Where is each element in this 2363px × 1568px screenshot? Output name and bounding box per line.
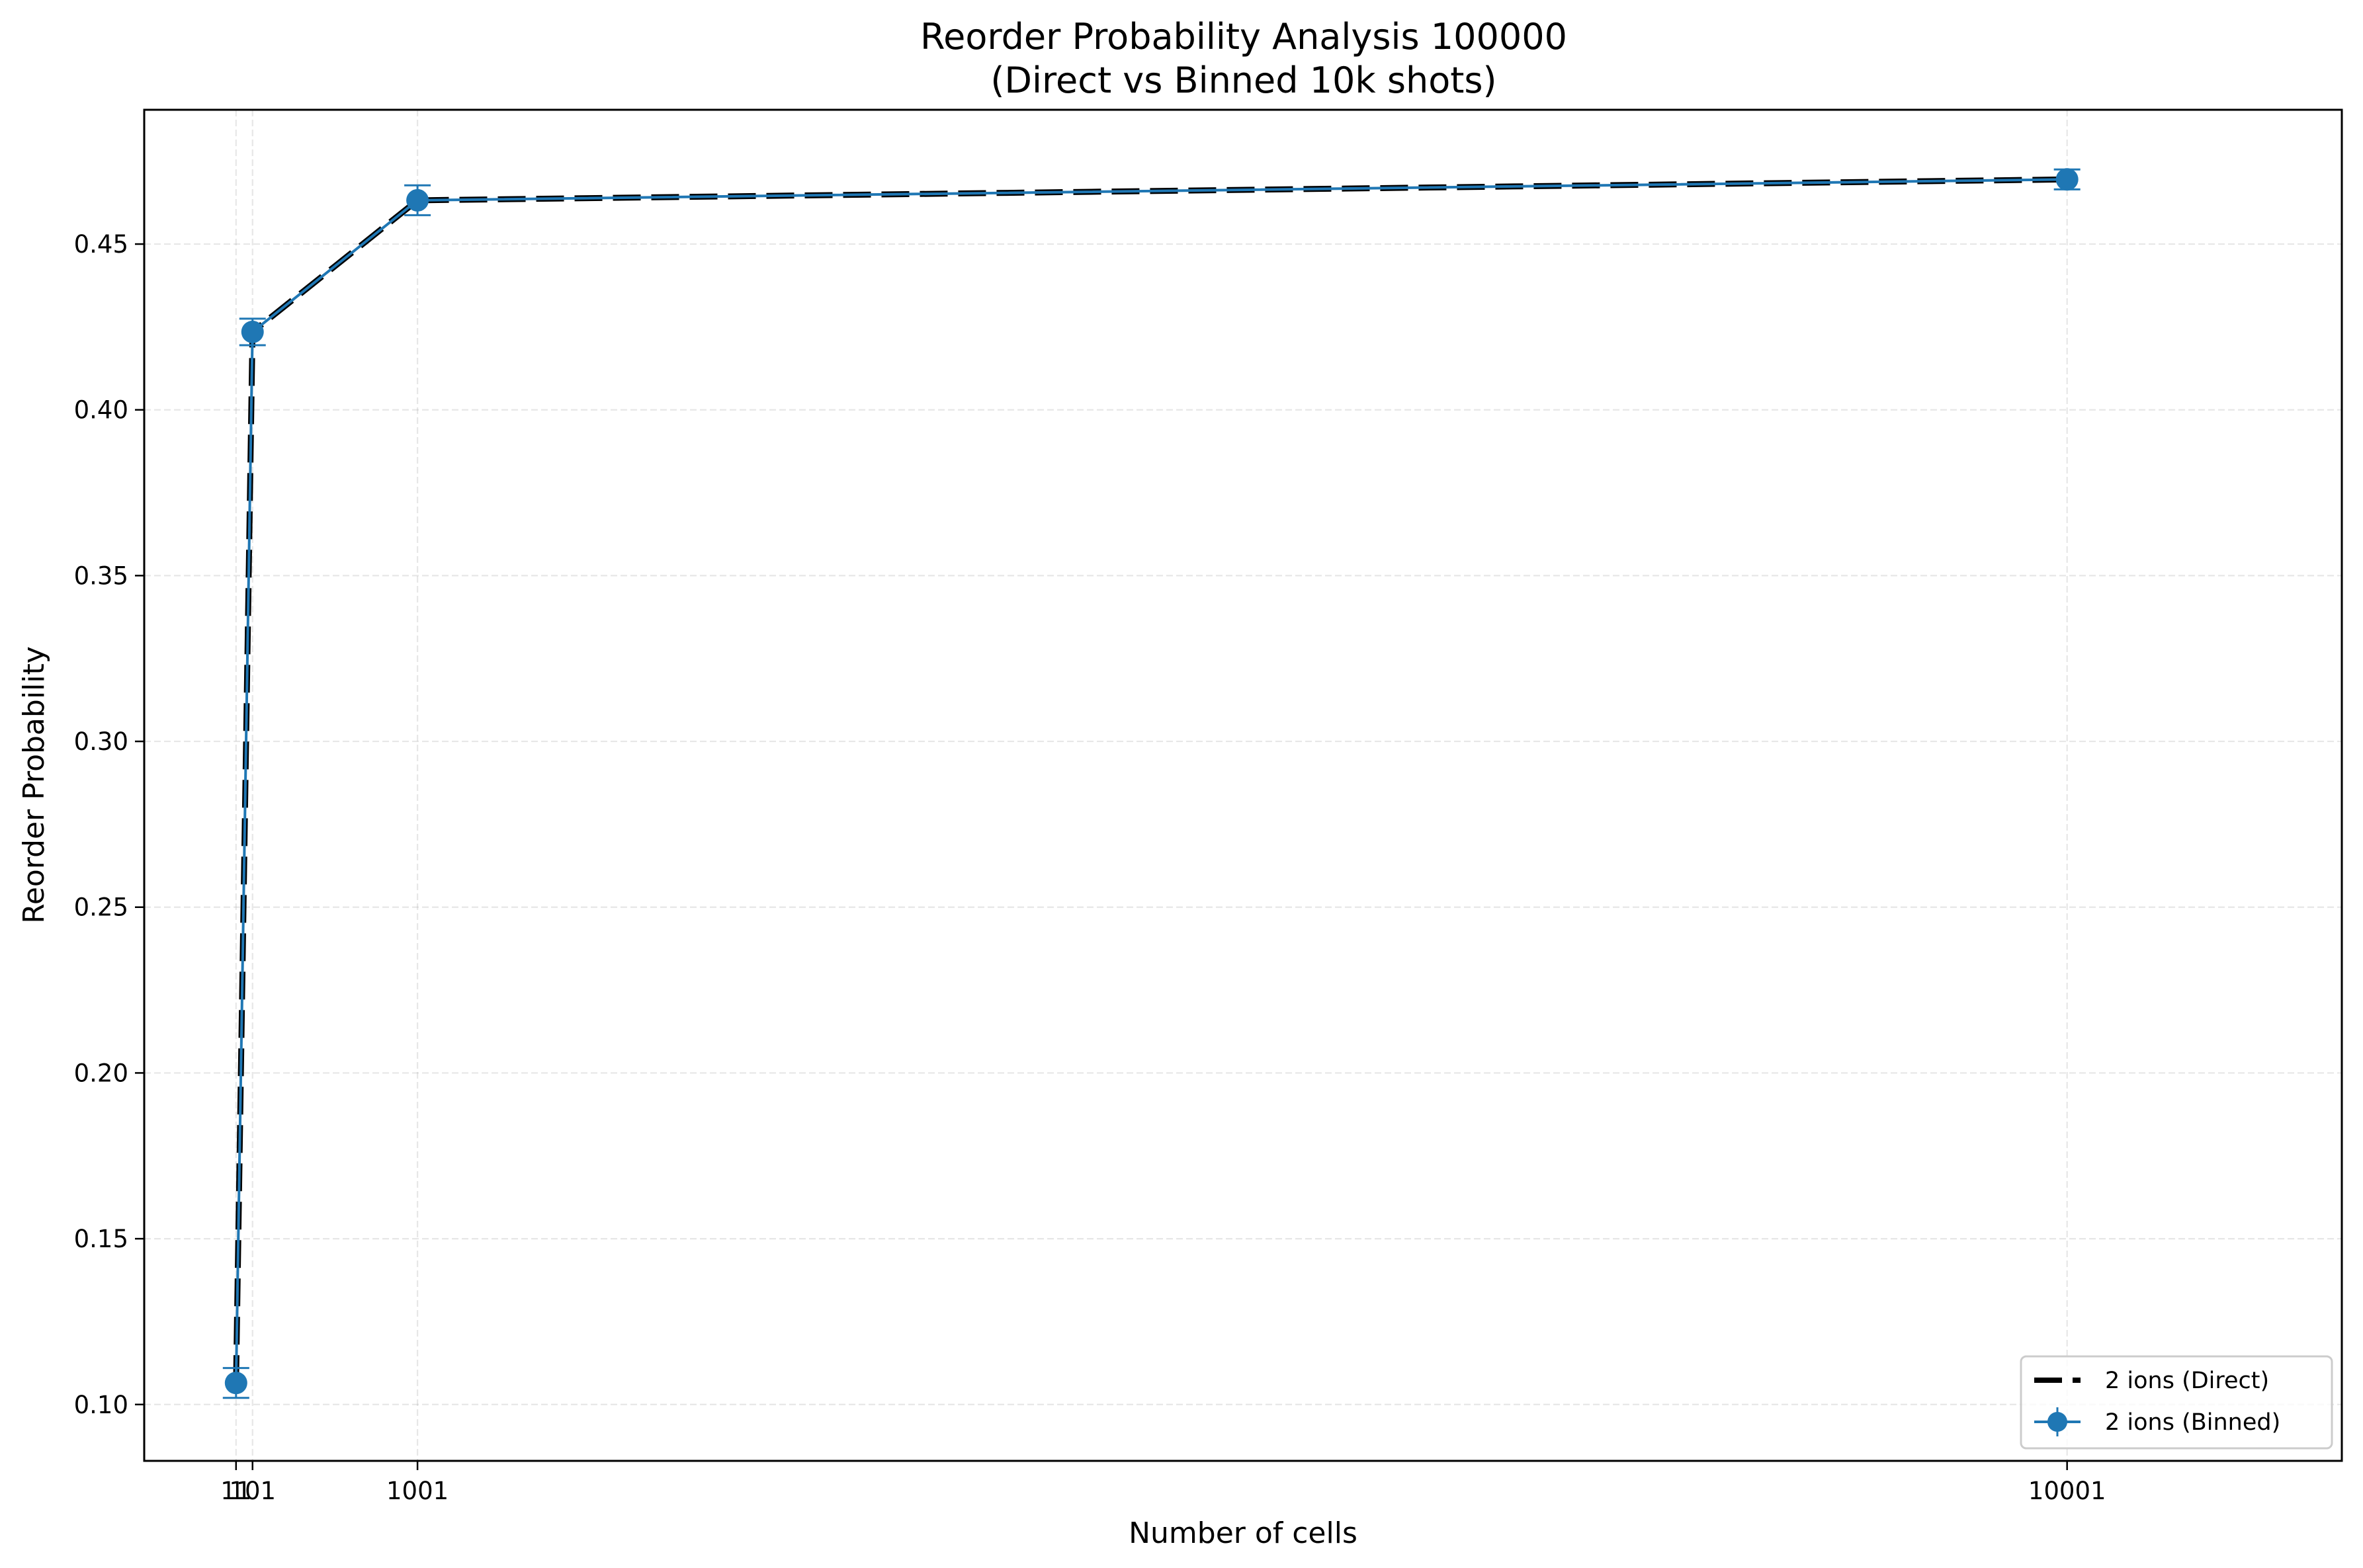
y-tick-label: 0.10 (74, 1391, 128, 1419)
data-layer (222, 168, 2081, 1399)
binned-data-point (2055, 168, 2079, 191)
legend: 2 ions (Direct) 2 ions (Binned) (2020, 1355, 2333, 1450)
legend-box (2020, 1355, 2333, 1450)
plot-area-frame (143, 108, 2343, 1462)
x-tick-label: 101 (229, 1477, 276, 1505)
y-tick-label: 0.45 (74, 230, 128, 259)
chart-subtitle: (Direct vs Binned 10k shots) (990, 60, 1496, 101)
legend-binned-swatch-marker (2047, 1412, 2067, 1432)
legend-binned-label: 2 ions (Binned) (2105, 1409, 2280, 1436)
grid-layer (144, 110, 2342, 1461)
x-axis-label: Number of cells (1129, 1516, 1357, 1550)
binned-data-point (224, 1372, 247, 1395)
x-tick-label: 11 (220, 1477, 251, 1505)
x-tick-label: 1001 (386, 1477, 449, 1505)
y-axis-label: Reorder Probability (17, 646, 51, 924)
y-tick-label: 0.35 (74, 561, 128, 590)
y-tick-label: 0.40 (74, 396, 128, 425)
series-binned-line (234, 178, 2067, 1383)
y-tick-label: 0.30 (74, 727, 128, 756)
chart-title: Reorder Probability Analysis 100000 (920, 16, 1567, 58)
binned-data-point (241, 320, 264, 343)
y-tick-label: 0.25 (74, 893, 128, 922)
legend-direct-label: 2 ions (Direct) (2105, 1368, 2269, 1394)
x-tick-label: 10001 (2028, 1477, 2106, 1505)
binned-data-point (406, 188, 429, 212)
y-tick-label: 0.15 (74, 1225, 128, 1253)
y-tick-label: 0.20 (74, 1059, 128, 1087)
